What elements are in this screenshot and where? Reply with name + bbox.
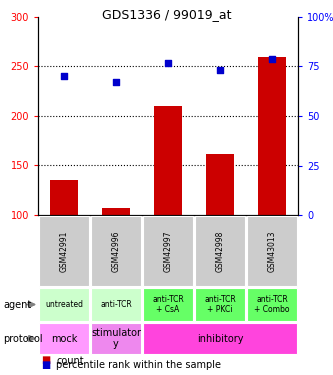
Bar <box>258 57 286 215</box>
Text: anti-TCR
+ CsA: anti-TCR + CsA <box>152 295 184 314</box>
Text: anti-TCR: anti-TCR <box>100 300 132 309</box>
Point <box>166 60 171 66</box>
Bar <box>143 288 193 321</box>
Text: untreated: untreated <box>45 300 83 309</box>
Bar <box>195 216 245 285</box>
Bar <box>91 216 141 285</box>
Bar <box>39 322 89 354</box>
Point <box>61 74 67 80</box>
Point <box>113 80 119 86</box>
Bar <box>39 216 89 285</box>
Text: anti-TCR
+ PKCi: anti-TCR + PKCi <box>204 295 236 314</box>
Bar <box>102 208 130 215</box>
Bar <box>206 154 234 215</box>
Text: GSM43013: GSM43013 <box>267 230 276 272</box>
Point <box>269 56 275 62</box>
Text: agent: agent <box>3 300 32 309</box>
Text: GDS1336 / 99019_at: GDS1336 / 99019_at <box>102 8 231 21</box>
Text: protocol: protocol <box>3 333 43 344</box>
Bar <box>143 322 297 354</box>
Bar <box>195 288 245 321</box>
Bar <box>143 216 193 285</box>
Bar <box>39 288 89 321</box>
Text: ■: ■ <box>41 356 51 366</box>
Bar <box>247 288 297 321</box>
Text: anti-TCR
+ Combo: anti-TCR + Combo <box>254 295 290 314</box>
Bar <box>50 180 78 215</box>
Text: GSM42996: GSM42996 <box>112 230 121 272</box>
Text: percentile rank within the sample: percentile rank within the sample <box>56 360 221 370</box>
Text: GSM42991: GSM42991 <box>60 230 69 272</box>
Text: count: count <box>56 356 84 366</box>
Text: mock: mock <box>51 333 77 344</box>
Text: inhibitory: inhibitory <box>197 333 243 344</box>
Text: GSM42998: GSM42998 <box>215 230 224 272</box>
Bar <box>91 288 141 321</box>
Bar <box>154 106 182 215</box>
Point <box>217 68 223 74</box>
Bar <box>247 216 297 285</box>
Text: GSM42997: GSM42997 <box>164 230 172 272</box>
Text: ■: ■ <box>41 360 51 370</box>
Bar <box>91 322 141 354</box>
Text: stimulator
y: stimulator y <box>91 328 141 349</box>
